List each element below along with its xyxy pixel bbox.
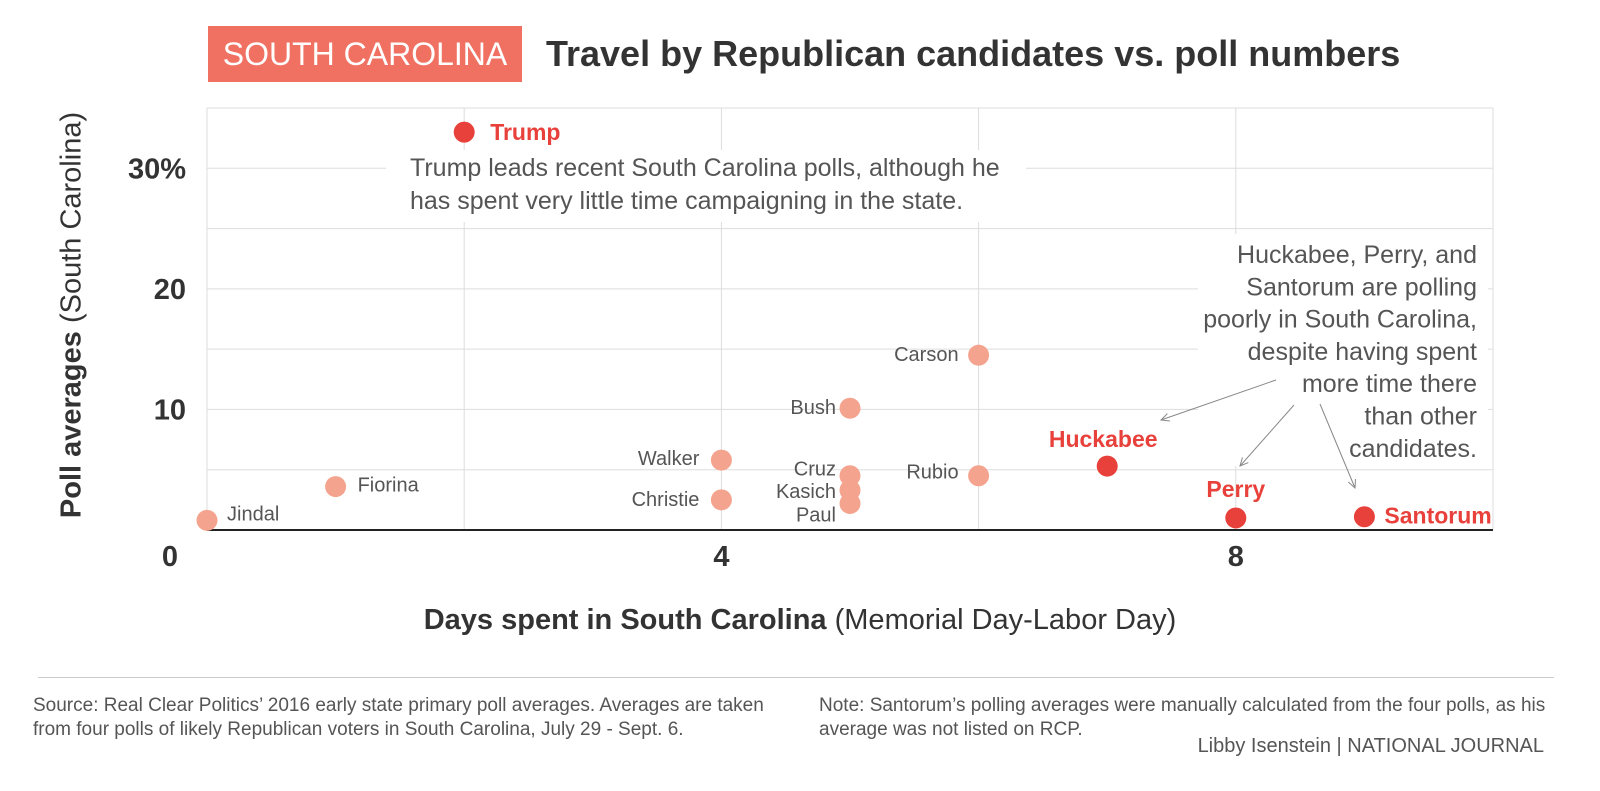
point-label-walker: Walker <box>638 448 700 470</box>
data-point-jindal <box>196 509 218 531</box>
chart-title: Travel by Republican candidates vs. poll… <box>546 33 1401 74</box>
annotation-arrow-perry-head <box>1239 457 1249 467</box>
annotation-laggards-line: than other <box>1364 403 1477 431</box>
data-point-huckabee <box>1096 455 1118 477</box>
annotation-arrow-huckabee-head <box>1159 413 1170 422</box>
data-point-trump <box>453 121 475 143</box>
point-label-fiorina: Fiorina <box>358 475 420 497</box>
point-label-cruz: Cruz <box>794 459 836 481</box>
annotation-laggards-line: Huckabee, Perry, and <box>1237 241 1477 269</box>
x-tick-label: 4 <box>713 541 729 573</box>
annotation-trump-line: has spent very little time campaigning i… <box>410 187 963 215</box>
point-label-kasich: Kasich <box>776 481 836 503</box>
point-label-rubio: Rubio <box>906 462 958 484</box>
point-label-paul: Paul <box>796 504 836 526</box>
x-tick-label: 8 <box>1228 541 1244 573</box>
annotation-trump-background <box>386 150 1026 222</box>
data-point-walker <box>710 449 732 471</box>
point-label-santorum: Santorum <box>1384 503 1491 529</box>
annotations: Trump leads recent South Carolina polls,… <box>386 150 1488 490</box>
point-label-christie: Christie <box>632 489 700 511</box>
point-label-bush: Bush <box>790 397 836 419</box>
credit-line: Libby Isenstein | NATIONAL JOURNAL <box>1197 735 1544 757</box>
x-axis-title-bold: Days spent in South Carolina <box>423 604 827 636</box>
data-point-cruz <box>839 465 861 487</box>
x-axis-title: Days spent in South Carolina (Memorial D… <box>0 604 1600 637</box>
annotation-laggards-line: poorly in South Carolina, <box>1203 306 1477 334</box>
annotation-arrow-santorum <box>1319 403 1356 489</box>
state-badge: SOUTH CAROLINA <box>208 26 522 82</box>
point-label-jindal: Jindal <box>227 503 279 525</box>
source-note: Source: Real Clear Politics’ 2016 early … <box>33 695 764 740</box>
annotation-arrow-perry <box>1239 404 1295 467</box>
annotation-laggards-line: candidates. <box>1349 435 1477 463</box>
y-axis-title-bold: Poll averages <box>55 331 88 519</box>
point-label-huckabee: Huckabee <box>1049 426 1158 452</box>
point-label-trump: Trump <box>490 119 560 145</box>
point-label-carson: Carson <box>894 344 958 366</box>
data-point-perry <box>1225 507 1247 529</box>
footer-divider <box>38 677 1554 678</box>
y-axis-title: Poll averages (South Carolina) <box>56 112 89 518</box>
annotation-trump-line: Trump leads recent South Carolina polls,… <box>410 154 1000 182</box>
annotation-laggards-background <box>1198 234 1488 466</box>
annotation-laggards-line: more time there <box>1302 370 1477 398</box>
data-point-bush <box>839 397 861 419</box>
data-point-christie <box>710 489 732 511</box>
x-axis-title-rest: (Memorial Day-Labor Day) <box>826 604 1177 636</box>
x-tick-label: 0 <box>162 541 178 573</box>
data-point-rubio <box>968 465 990 487</box>
data-point-carson <box>968 344 990 366</box>
annotation-arrow-huckabee <box>1160 379 1277 421</box>
y-tick-label: 30% <box>128 153 186 185</box>
annotation-laggards-line: despite having spent <box>1248 338 1477 366</box>
data-point-paul <box>839 492 861 514</box>
y-tick-label: 20 <box>154 274 186 306</box>
axis-ticks: 0 4 8 10 20 30% <box>128 153 1244 573</box>
data-point-fiorina <box>325 476 347 498</box>
y-axis-title-rest: (South Carolina) <box>55 111 88 332</box>
methodology-note: Note: Santorum’s polling averages were m… <box>819 695 1546 740</box>
annotation-arrow-santorum-head <box>1347 478 1356 490</box>
y-tick-label: 10 <box>154 394 186 426</box>
annotation-laggards-line: Santorum are polling <box>1246 273 1477 301</box>
point-label-perry: Perry <box>1206 476 1265 502</box>
data-point-santorum <box>1353 506 1375 528</box>
